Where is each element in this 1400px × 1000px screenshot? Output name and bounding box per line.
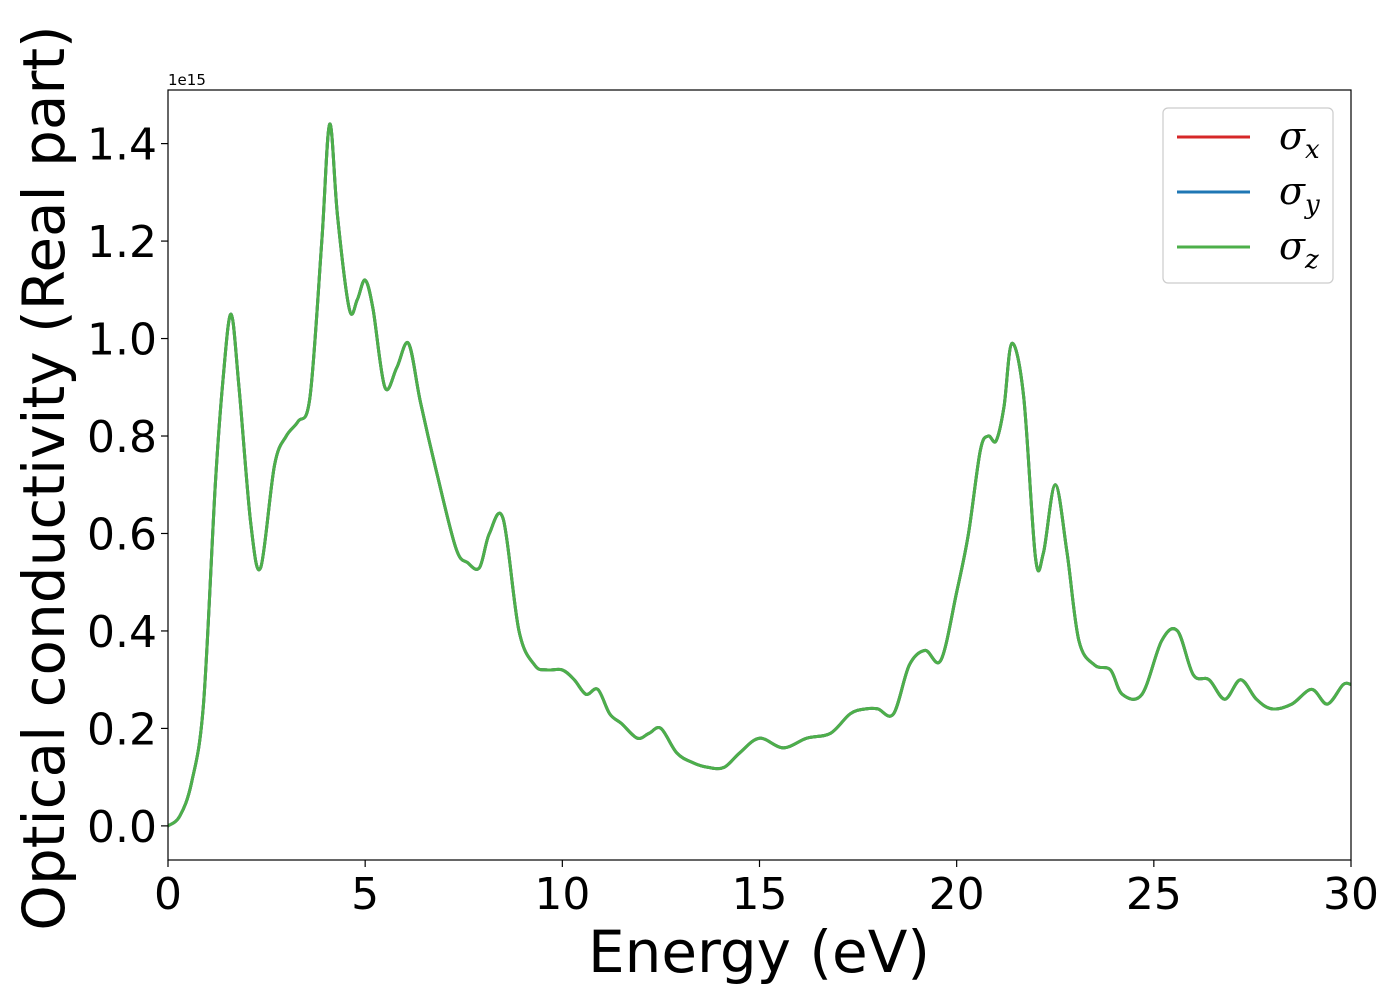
legend-label-2: σy <box>1279 169 1320 220</box>
y-tick-label: 1.2 <box>87 217 157 268</box>
y-axis-offset-text: 1e15 <box>168 71 206 89</box>
x-tick-label: 5 <box>351 869 379 920</box>
axes-layer: 0 5 10 15 20 25 30 0.0 0.2 0.4 0.6 0.8 1.0 1.2 1.4 <box>87 89 1379 920</box>
x-tick-label: 0 <box>154 869 182 920</box>
legend-label-1: σx <box>1279 114 1320 165</box>
legend-frame <box>1162 107 1334 284</box>
y-tick-label: 0.6 <box>87 509 157 560</box>
x-axis-label: Energy (eV) <box>588 918 930 986</box>
series-layer <box>168 122 1351 828</box>
legend-label-3: σz <box>1279 224 1319 275</box>
y-tick-label: 1.4 <box>87 120 157 171</box>
series-line-3 <box>168 122 1351 828</box>
y-axis-label: Optical conductivity (Real part) <box>10 25 78 930</box>
y-tick-label: 0.4 <box>87 607 157 658</box>
y-tick-label: 0.2 <box>87 704 157 755</box>
x-tick-label: 20 <box>929 869 985 920</box>
x-tick-label: 25 <box>1126 869 1182 920</box>
x-tick-label: 30 <box>1323 869 1379 920</box>
y-tick-label: 1.0 <box>87 315 157 366</box>
x-tick-label: 15 <box>732 869 788 920</box>
y-tick-label: 0.8 <box>87 412 157 463</box>
x-tick-label: 10 <box>534 869 590 920</box>
y-tick-label: 0.0 <box>87 802 157 853</box>
